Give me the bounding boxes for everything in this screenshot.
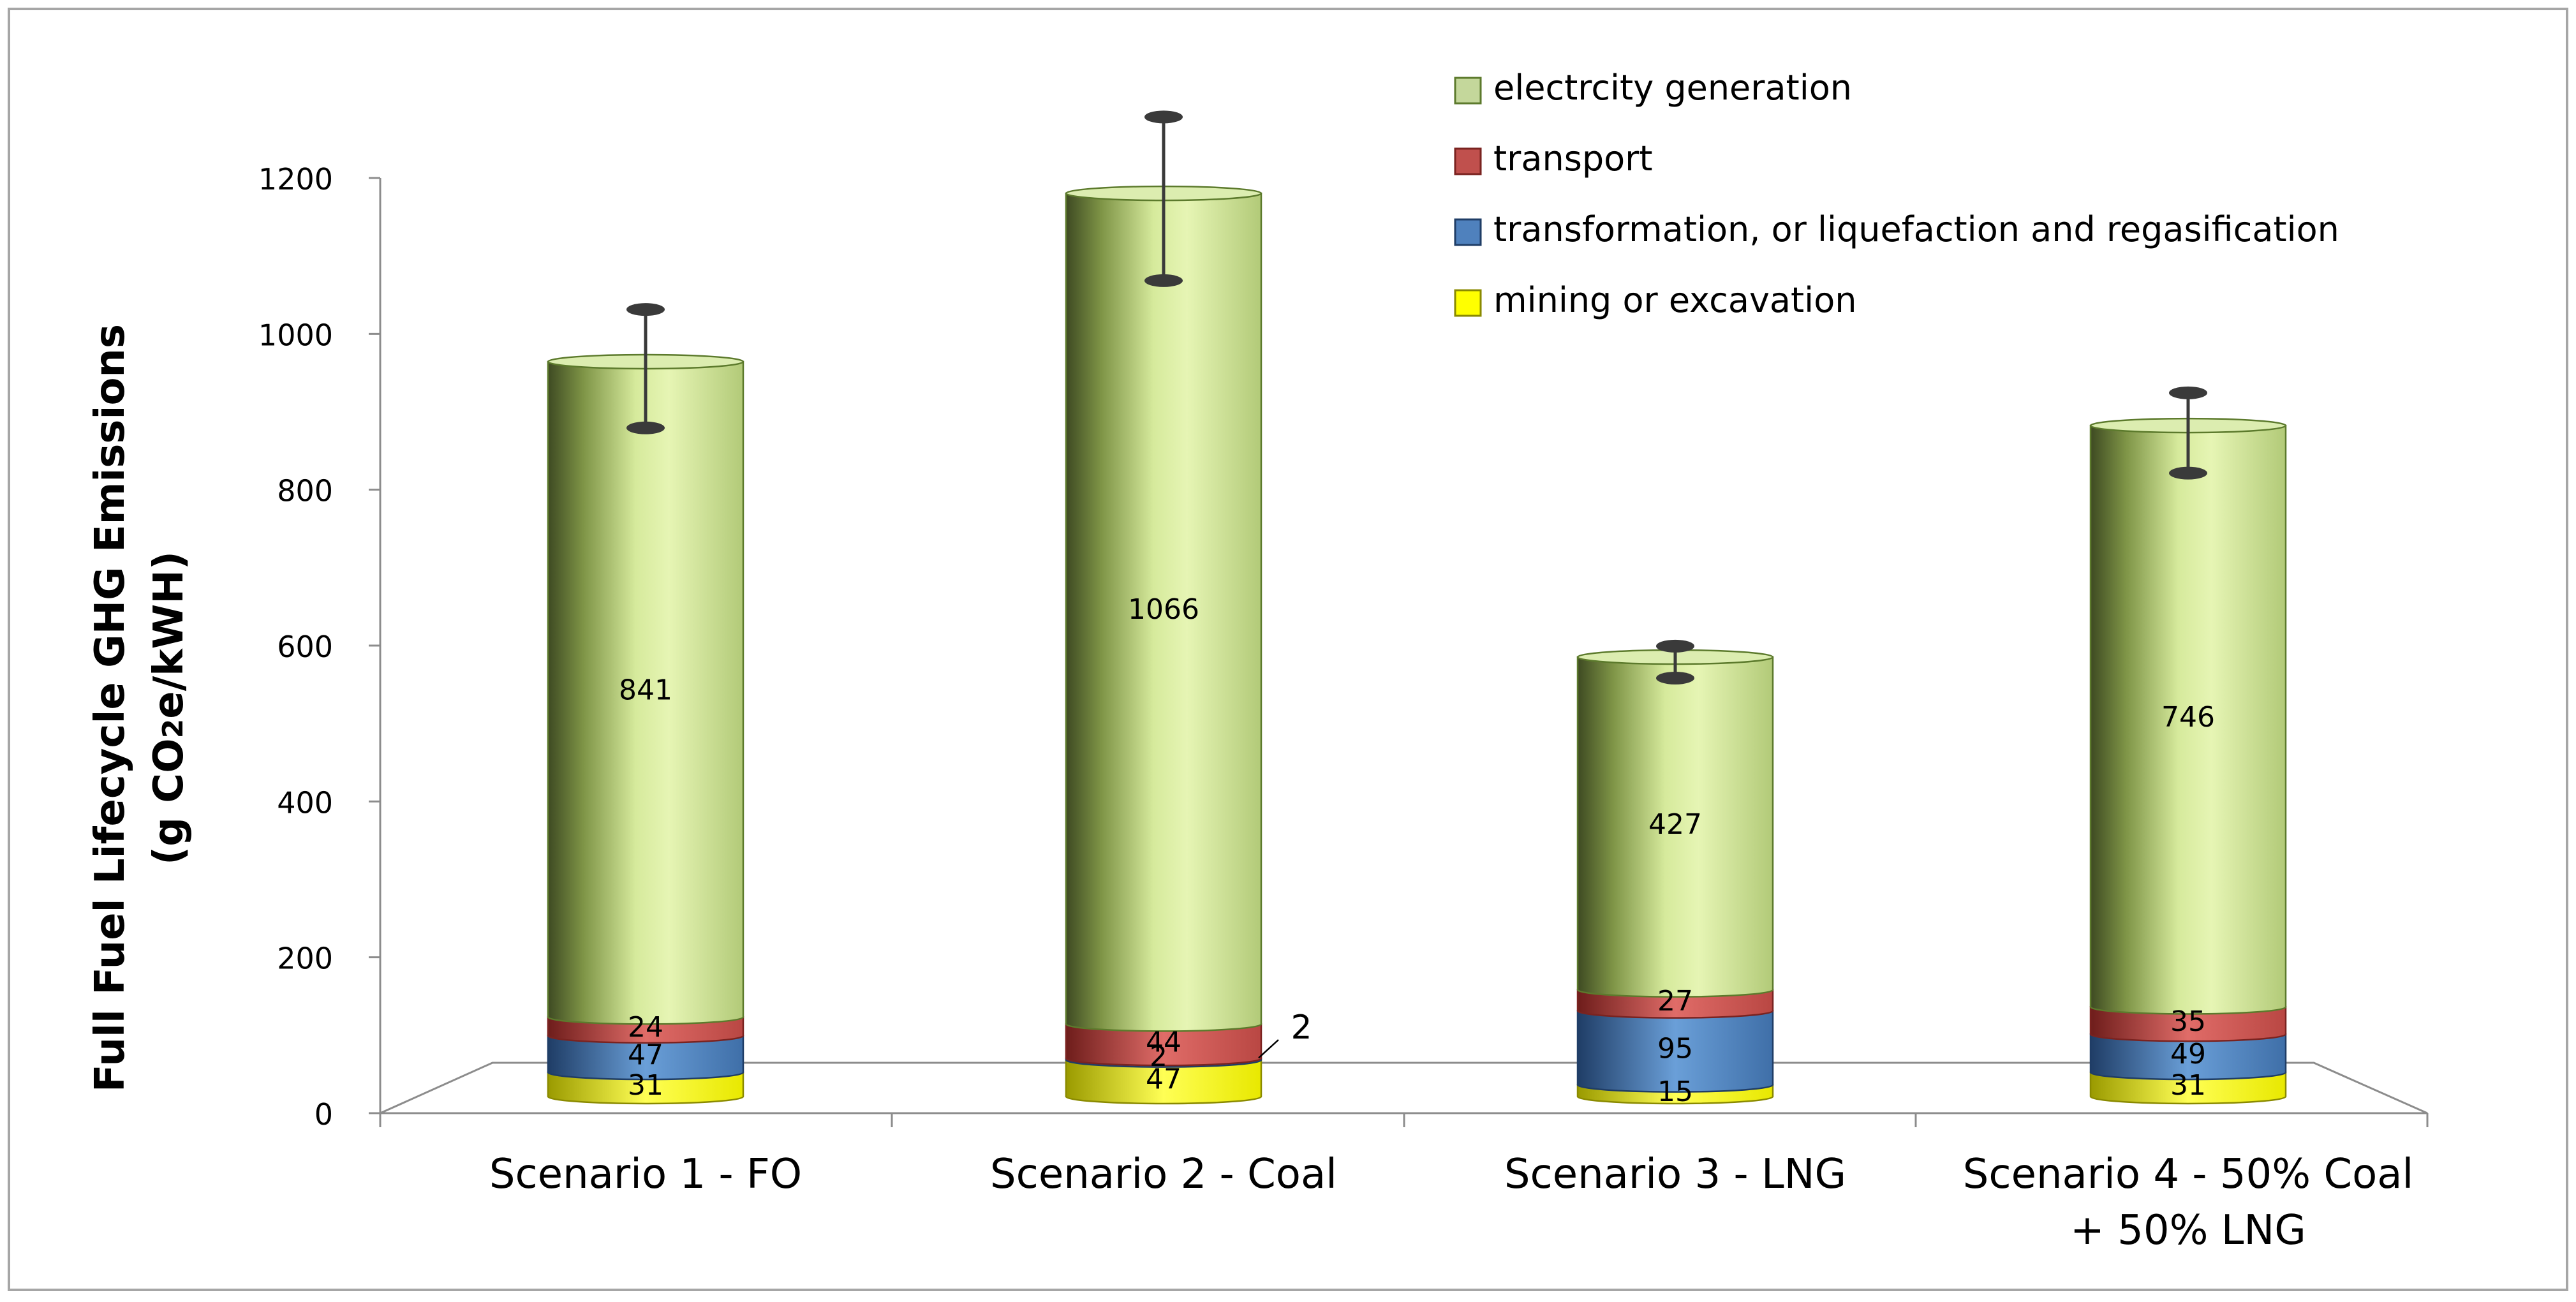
error-bar-cap-low	[2169, 466, 2207, 480]
legend-label: mining or excavation	[1493, 280, 1856, 320]
bar-segment-electrcity	[1065, 192, 1262, 1032]
x-tick-label: Scenario 3 - LNG	[1504, 1151, 1846, 1198]
data-label-transport: 44	[1146, 1026, 1181, 1058]
bar-segment-electrcity	[547, 360, 744, 1025]
error-bar-cap-high	[1656, 639, 1694, 653]
data-label-transformation: 47	[628, 1039, 663, 1071]
error-bar-cap-low	[1656, 671, 1694, 684]
bar-segment-transport	[1065, 1023, 1262, 1067]
data-label-transport: 24	[628, 1011, 663, 1044]
legend-swatch	[1454, 218, 1482, 246]
error-bar-cap-low	[626, 421, 665, 434]
data-label-mining: 31	[628, 1069, 663, 1102]
data-label-mining: 31	[2170, 1069, 2206, 1102]
y-tick-label: 200	[277, 942, 333, 976]
legend-swatch	[1454, 77, 1482, 105]
bar-segment-mining	[2089, 1071, 2287, 1105]
data-label-transport: 27	[1657, 985, 1693, 1017]
y-tick-label: 800	[277, 474, 333, 508]
bar-segment-transformation	[1576, 1010, 1774, 1093]
x-tick-label: Scenario 2 - Coal	[990, 1151, 1337, 1198]
data-label-transformation: 2	[1150, 1040, 1167, 1073]
chart-frame	[8, 8, 2568, 1291]
data-label-transformation: 49	[2170, 1038, 2206, 1070]
legend-label: transformation, or liquefaction and rega…	[1493, 209, 2339, 249]
y-tick-label: 1200	[258, 162, 333, 196]
y-axis-title-line2-suffix: e/kWH)	[145, 551, 193, 719]
y-tick-label: 600	[277, 630, 333, 664]
x-tick-label-line2: + 50% LNG	[2070, 1207, 2306, 1254]
data-label-electrcity: 427	[1648, 808, 1702, 841]
bar-segment-transport	[1576, 989, 1774, 1019]
data-label-mining: 15	[1657, 1076, 1693, 1108]
y-axis-title-line1: Full Fuel Lifecycle GHG Emissions	[87, 324, 134, 1092]
legend-swatch	[1454, 289, 1482, 317]
x-tick-label: Scenario 1 - FO	[489, 1151, 802, 1198]
y-axis-title-line2: (g CO2e/kWH)	[145, 551, 193, 865]
callout-label: 2	[1291, 1009, 1312, 1047]
legend-label: transport	[1493, 138, 1653, 179]
bar-segment-electrcity	[2089, 424, 2287, 1015]
data-label-mining: 47	[1146, 1063, 1181, 1095]
data-label-transformation: 95	[1657, 1033, 1693, 1065]
error-bar-cap-high	[626, 303, 665, 316]
legend-swatch	[1454, 147, 1482, 175]
x-tick-label: Scenario 4 - 50% Coal	[1963, 1151, 2414, 1198]
y-tick-label: 1000	[258, 318, 333, 352]
bar-segment-transport	[2089, 1006, 2287, 1042]
y-axis-title-line2-prefix: (g CO	[145, 738, 193, 865]
bar-segment-transformation	[2089, 1033, 2287, 1081]
bar-segment-mining	[1065, 1059, 1262, 1105]
error-bar-cap-high	[1144, 110, 1183, 124]
legend-label: electrcity generation	[1493, 68, 1852, 108]
data-label-electrcity: 746	[2161, 701, 2215, 734]
data-label-electrcity: 1066	[1128, 593, 1199, 626]
bar-segment-transformation	[547, 1035, 744, 1081]
y-tick-label: 400	[277, 785, 333, 820]
y-tick-label: 0	[315, 1097, 333, 1132]
bar-segment-mining	[547, 1071, 744, 1105]
callout-leader	[1258, 1039, 1279, 1059]
data-label-transport: 35	[2170, 1005, 2206, 1038]
error-bar-cap-high	[2169, 386, 2207, 399]
y-axis-title-line2-subscript: 2	[157, 719, 189, 739]
data-label-electrcity: 841	[619, 674, 672, 707]
bar-segment-electrcity	[1576, 656, 1774, 998]
error-bar-cap-low	[1144, 274, 1183, 287]
